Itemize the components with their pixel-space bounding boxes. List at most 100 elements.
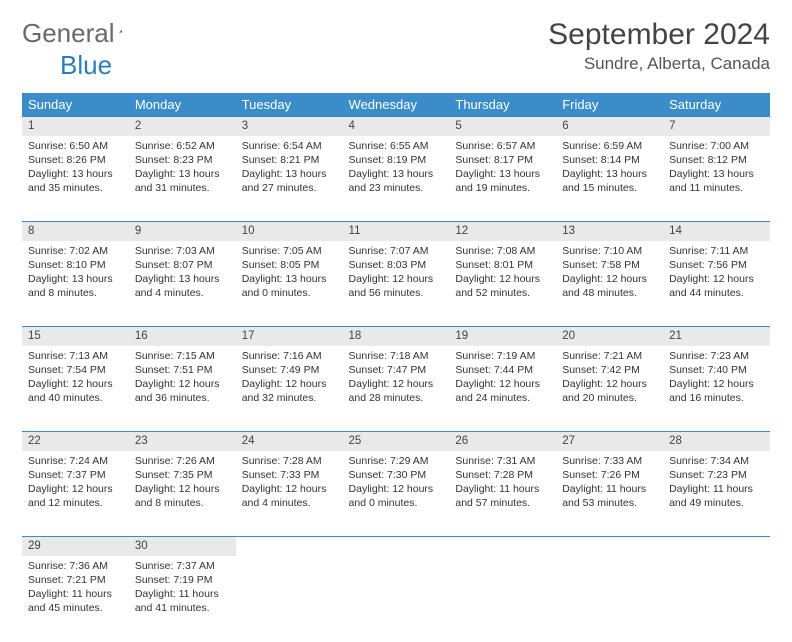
sunset-line: Sunset: 7:58 PM xyxy=(562,258,657,272)
daylight-line: Daylight: 12 hours and 24 minutes. xyxy=(455,377,550,405)
day-body-cell: Sunrise: 7:02 AMSunset: 8:10 PMDaylight:… xyxy=(22,241,129,327)
sunrise-line: Sunrise: 7:34 AM xyxy=(669,454,764,468)
week-daynum-row: 891011121314 xyxy=(22,222,770,241)
daylight-line: Daylight: 11 hours and 49 minutes. xyxy=(669,482,764,510)
daylight-line: Daylight: 12 hours and 40 minutes. xyxy=(28,377,123,405)
sunrise-line: Sunrise: 7:18 AM xyxy=(349,349,444,363)
sunset-line: Sunset: 7:51 PM xyxy=(135,363,230,377)
day-body-cell xyxy=(449,556,556,642)
day-body-cell: Sunrise: 7:28 AMSunset: 7:33 PMDaylight:… xyxy=(236,451,343,537)
sunset-line: Sunset: 8:03 PM xyxy=(349,258,444,272)
daylight-line: Daylight: 13 hours and 31 minutes. xyxy=(135,167,230,195)
sunrise-line: Sunrise: 7:23 AM xyxy=(669,349,764,363)
logo-text-blue: Blue xyxy=(60,50,112,81)
day-body-cell: Sunrise: 7:24 AMSunset: 7:37 PMDaylight:… xyxy=(22,451,129,537)
day-body-cell xyxy=(236,556,343,642)
daylight-line: Daylight: 12 hours and 20 minutes. xyxy=(562,377,657,405)
sunrise-line: Sunrise: 7:31 AM xyxy=(455,454,550,468)
week-body-row: Sunrise: 7:36 AMSunset: 7:21 PMDaylight:… xyxy=(22,556,770,642)
day-number-cell: 18 xyxy=(343,327,450,346)
day-body-cell: Sunrise: 7:08 AMSunset: 8:01 PMDaylight:… xyxy=(449,241,556,327)
sunrise-line: Sunrise: 7:26 AM xyxy=(135,454,230,468)
day-body-cell: Sunrise: 7:16 AMSunset: 7:49 PMDaylight:… xyxy=(236,346,343,432)
week-daynum-row: 15161718192021 xyxy=(22,327,770,346)
day-number-cell: 1 xyxy=(22,117,129,136)
day-number-cell: 13 xyxy=(556,222,663,241)
daylight-line: Daylight: 12 hours and 4 minutes. xyxy=(242,482,337,510)
week-daynum-row: 22232425262728 xyxy=(22,432,770,451)
day-number-cell: 4 xyxy=(343,117,450,136)
sunset-line: Sunset: 8:14 PM xyxy=(562,153,657,167)
sunrise-line: Sunrise: 7:15 AM xyxy=(135,349,230,363)
sunrise-line: Sunrise: 6:50 AM xyxy=(28,139,123,153)
day-body-cell: Sunrise: 7:11 AMSunset: 7:56 PMDaylight:… xyxy=(663,241,770,327)
day-body-cell: Sunrise: 7:18 AMSunset: 7:47 PMDaylight:… xyxy=(343,346,450,432)
day-body-cell: Sunrise: 7:37 AMSunset: 7:19 PMDaylight:… xyxy=(129,556,236,642)
daylight-line: Daylight: 13 hours and 35 minutes. xyxy=(28,167,123,195)
sunrise-line: Sunrise: 7:03 AM xyxy=(135,244,230,258)
daylight-line: Daylight: 13 hours and 27 minutes. xyxy=(242,167,337,195)
sunrise-line: Sunrise: 6:55 AM xyxy=(349,139,444,153)
daylight-line: Daylight: 12 hours and 8 minutes. xyxy=(135,482,230,510)
day-body-cell: Sunrise: 7:33 AMSunset: 7:26 PMDaylight:… xyxy=(556,451,663,537)
week-daynum-row: 2930 xyxy=(22,537,770,556)
day-number-cell: 22 xyxy=(22,432,129,451)
day-number-cell: 14 xyxy=(663,222,770,241)
sunrise-line: Sunrise: 7:08 AM xyxy=(455,244,550,258)
daylight-line: Daylight: 11 hours and 45 minutes. xyxy=(28,587,123,615)
header-tuesday: Tuesday xyxy=(236,93,343,117)
sunrise-line: Sunrise: 6:57 AM xyxy=(455,139,550,153)
sunset-line: Sunset: 7:28 PM xyxy=(455,468,550,482)
day-body-cell xyxy=(663,556,770,642)
sunset-line: Sunset: 8:26 PM xyxy=(28,153,123,167)
day-number-cell: 15 xyxy=(22,327,129,346)
day-number-cell: 24 xyxy=(236,432,343,451)
sunrise-line: Sunrise: 7:10 AM xyxy=(562,244,657,258)
day-number-cell: 3 xyxy=(236,117,343,136)
sunset-line: Sunset: 7:35 PM xyxy=(135,468,230,482)
day-number-cell xyxy=(556,537,663,556)
sunset-line: Sunset: 7:49 PM xyxy=(242,363,337,377)
sunset-line: Sunset: 8:01 PM xyxy=(455,258,550,272)
sunrise-line: Sunrise: 7:02 AM xyxy=(28,244,123,258)
header-wednesday: Wednesday xyxy=(343,93,450,117)
daylight-line: Daylight: 11 hours and 53 minutes. xyxy=(562,482,657,510)
day-body-cell xyxy=(343,556,450,642)
daylight-line: Daylight: 13 hours and 23 minutes. xyxy=(349,167,444,195)
day-body-cell: Sunrise: 7:00 AMSunset: 8:12 PMDaylight:… xyxy=(663,136,770,222)
sunrise-line: Sunrise: 7:36 AM xyxy=(28,559,123,573)
daylight-line: Daylight: 12 hours and 32 minutes. xyxy=(242,377,337,405)
day-body-cell: Sunrise: 6:54 AMSunset: 8:21 PMDaylight:… xyxy=(236,136,343,222)
week-body-row: Sunrise: 7:02 AMSunset: 8:10 PMDaylight:… xyxy=(22,241,770,327)
sunset-line: Sunset: 7:47 PM xyxy=(349,363,444,377)
day-number-cell: 9 xyxy=(129,222,236,241)
header-thursday: Thursday xyxy=(449,93,556,117)
logo: General xyxy=(22,18,145,49)
day-number-cell: 29 xyxy=(22,537,129,556)
day-number-cell xyxy=(663,537,770,556)
sunset-line: Sunset: 7:37 PM xyxy=(28,468,123,482)
day-body-cell: Sunrise: 7:29 AMSunset: 7:30 PMDaylight:… xyxy=(343,451,450,537)
day-header-row: Sunday Monday Tuesday Wednesday Thursday… xyxy=(22,93,770,117)
sunrise-line: Sunrise: 7:37 AM xyxy=(135,559,230,573)
sunset-line: Sunset: 8:07 PM xyxy=(135,258,230,272)
day-number-cell: 23 xyxy=(129,432,236,451)
sunrise-line: Sunrise: 7:24 AM xyxy=(28,454,123,468)
day-number-cell: 8 xyxy=(22,222,129,241)
sunrise-line: Sunrise: 7:19 AM xyxy=(455,349,550,363)
daylight-line: Daylight: 12 hours and 16 minutes. xyxy=(669,377,764,405)
day-body-cell: Sunrise: 7:10 AMSunset: 7:58 PMDaylight:… xyxy=(556,241,663,327)
sunset-line: Sunset: 7:19 PM xyxy=(135,573,230,587)
sunset-line: Sunset: 7:30 PM xyxy=(349,468,444,482)
day-number-cell xyxy=(343,537,450,556)
day-body-cell: Sunrise: 7:07 AMSunset: 8:03 PMDaylight:… xyxy=(343,241,450,327)
day-body-cell: Sunrise: 6:52 AMSunset: 8:23 PMDaylight:… xyxy=(129,136,236,222)
day-body-cell: Sunrise: 7:19 AMSunset: 7:44 PMDaylight:… xyxy=(449,346,556,432)
sunset-line: Sunset: 7:54 PM xyxy=(28,363,123,377)
day-body-cell: Sunrise: 7:05 AMSunset: 8:05 PMDaylight:… xyxy=(236,241,343,327)
daylight-line: Daylight: 12 hours and 28 minutes. xyxy=(349,377,444,405)
sunset-line: Sunset: 8:17 PM xyxy=(455,153,550,167)
sunrise-line: Sunrise: 7:21 AM xyxy=(562,349,657,363)
day-number-cell: 27 xyxy=(556,432,663,451)
day-number-cell: 5 xyxy=(449,117,556,136)
